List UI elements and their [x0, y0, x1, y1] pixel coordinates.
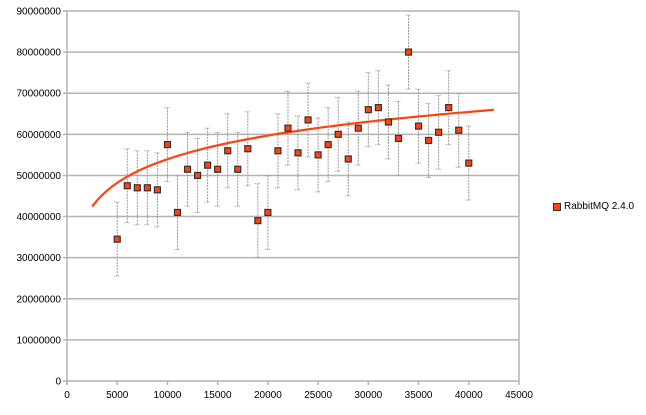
data-point: [304, 116, 312, 124]
y-tick-label: 50000000: [17, 171, 62, 182]
x-tick-label: 20000: [254, 390, 282, 401]
trendline: [91, 108, 494, 208]
y-tick-label: 60000000: [17, 130, 62, 141]
data-point: [425, 136, 433, 145]
data-point: [153, 186, 161, 194]
data-point: [214, 165, 222, 173]
x-tick-label: 0: [64, 390, 70, 401]
data-point: [163, 141, 172, 149]
legend: RabbitMQ 2.4.0: [553, 201, 634, 212]
data-point: [445, 104, 453, 112]
data-point: [324, 141, 332, 149]
data-point: [183, 165, 192, 173]
data-point: [204, 161, 212, 169]
data-point: [334, 130, 342, 138]
data-point: [394, 134, 403, 143]
data-point: [173, 208, 182, 217]
data-point: [234, 165, 242, 173]
data-point: [455, 126, 463, 134]
x-tick-label: 30000: [354, 390, 382, 401]
data-point: [364, 106, 372, 114]
data-point: [314, 151, 322, 159]
y-tick-label: 40000000: [17, 212, 62, 223]
data-point: [244, 145, 252, 153]
data-point: [254, 217, 262, 225]
data-point: [414, 122, 423, 130]
y-tick-label: 30000000: [17, 253, 62, 264]
data-point: [465, 159, 473, 167]
y-tick-label: 70000000: [17, 89, 62, 100]
legend-marker-icon: [553, 202, 561, 211]
x-tick-label: 40000: [455, 390, 483, 401]
data-point: [284, 124, 292, 132]
y-tick-label: 90000000: [17, 7, 62, 18]
data-point: [294, 149, 302, 157]
data-point: [435, 128, 443, 136]
y-tick-label: 0: [55, 377, 61, 388]
y-tick-label: 10000000: [17, 335, 62, 346]
x-tick-label: 45000: [505, 390, 533, 401]
data-point: [143, 184, 151, 192]
data-point: [384, 118, 393, 126]
data-point: [404, 48, 413, 56]
data-point: [264, 208, 272, 217]
x-tick-label: 5000: [106, 390, 129, 401]
data-point: [344, 155, 352, 163]
x-tick-label: 35000: [405, 390, 433, 401]
x-tick-label: 15000: [204, 390, 232, 401]
data-point: [193, 171, 202, 180]
y-tick-label: 80000000: [17, 48, 62, 59]
data-point: [133, 184, 141, 192]
x-tick-label: 10000: [154, 390, 182, 401]
data-point: [374, 104, 382, 112]
legend-label: RabbitMQ 2.4.0: [564, 201, 635, 212]
data-point: [224, 147, 232, 155]
data-point: [113, 235, 121, 243]
data-point: [354, 124, 362, 132]
y-tick-label: 20000000: [17, 294, 62, 305]
x-tick-label: 25000: [304, 390, 332, 401]
data-point: [123, 182, 131, 190]
data-point: [274, 147, 282, 155]
